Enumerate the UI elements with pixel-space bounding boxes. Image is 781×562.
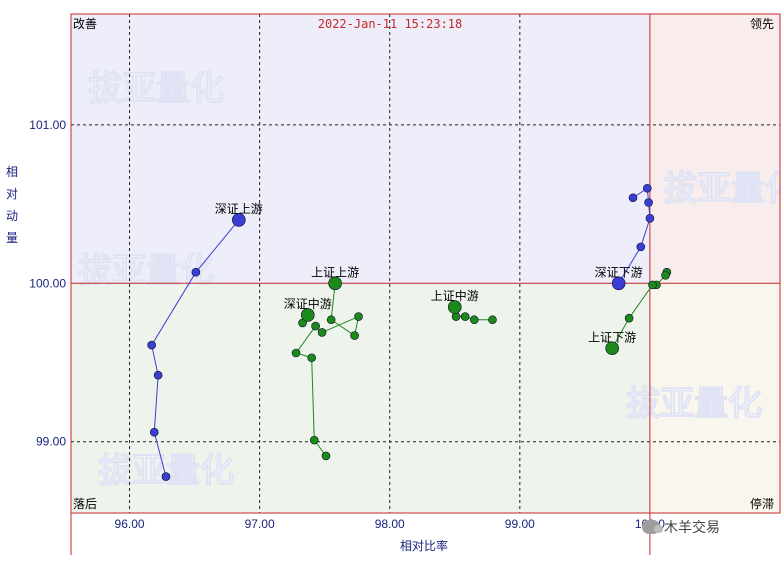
series-point (147, 340, 156, 350)
series-head-point (328, 276, 342, 291)
timestamp: 2022-Jan-11 15:23:18 (318, 17, 463, 31)
series-point (643, 183, 652, 193)
x-tick-label: 97.00 (245, 517, 275, 531)
series-point (636, 242, 646, 252)
series-label: 深证下游 (595, 265, 643, 279)
series-line (295, 283, 360, 457)
watermark: 拔亚量化 (663, 169, 781, 209)
series-point (661, 271, 670, 280)
y-axis-label-char: 对 (6, 187, 18, 201)
series-point (311, 321, 320, 331)
series-point (488, 315, 497, 325)
series-point (451, 312, 461, 321)
series-point (628, 193, 638, 203)
wechat-icon (642, 520, 663, 534)
quadrant-label-leading: 领先 (750, 17, 774, 31)
quadrant-label-improving: 改善 (73, 16, 97, 31)
series-head-point (611, 276, 626, 291)
series-point (354, 312, 363, 321)
y-tick-label: 100.00 (29, 276, 66, 290)
series-point (469, 315, 479, 325)
series-point (309, 435, 319, 445)
series-point (350, 331, 359, 340)
series-point (307, 353, 316, 363)
series-point (326, 315, 336, 325)
series-point (191, 267, 201, 277)
series-head-point (605, 341, 619, 356)
x-tick-label: 98.00 (375, 517, 405, 531)
credit-badge: 木羊交易 (642, 517, 720, 537)
watermark: 拔亚量化 (626, 384, 762, 424)
series-point (460, 312, 470, 321)
series-point (648, 280, 657, 290)
series-label: 上证上游 (311, 265, 359, 279)
y-axis-label-char: 动 (6, 209, 18, 223)
quadrant-improving (71, 14, 650, 284)
watermark: 拔亚量化 (88, 69, 224, 109)
quadrant-label-lagging: 落后 (73, 497, 97, 511)
y-tick-label: 99.00 (36, 435, 66, 449)
quadrant-weakening (649, 283, 780, 513)
series-point (153, 370, 163, 380)
series-label: 深证上游 (215, 202, 263, 216)
quadrant-label-weakening: 停滞 (750, 496, 774, 511)
y-axis-label-char: 相 (6, 165, 18, 179)
series-point (644, 198, 653, 207)
y-axis-label-char: 量 (6, 231, 18, 245)
series-point (149, 427, 159, 437)
series-head-point (447, 300, 462, 314)
series-head-point (232, 213, 246, 227)
series-point (645, 214, 655, 223)
watermark: 拔亚量化 (98, 451, 234, 491)
x-axis-label: 相对比率 (400, 538, 448, 553)
series-label: 上证中游 (431, 288, 479, 303)
credit-text: 木羊交易 (664, 520, 720, 536)
series-point (321, 451, 331, 461)
y-tick-label: 101.00 (29, 118, 66, 132)
x-tick-label: 96.00 (115, 517, 145, 531)
watermark: 拔亚量化 (78, 251, 214, 291)
series-point (624, 313, 634, 323)
quadrant-leading (649, 14, 780, 284)
x-tick-label: 99.00 (505, 517, 535, 531)
series-label: 上证下游 (588, 330, 636, 344)
y-axis-label: 相对动量 (6, 165, 18, 245)
series-point (317, 328, 327, 337)
series-label: 深证中游 (284, 296, 332, 311)
series-point (161, 472, 171, 481)
series-head-point (300, 308, 315, 322)
series-line (151, 219, 240, 477)
series-point (291, 348, 301, 358)
